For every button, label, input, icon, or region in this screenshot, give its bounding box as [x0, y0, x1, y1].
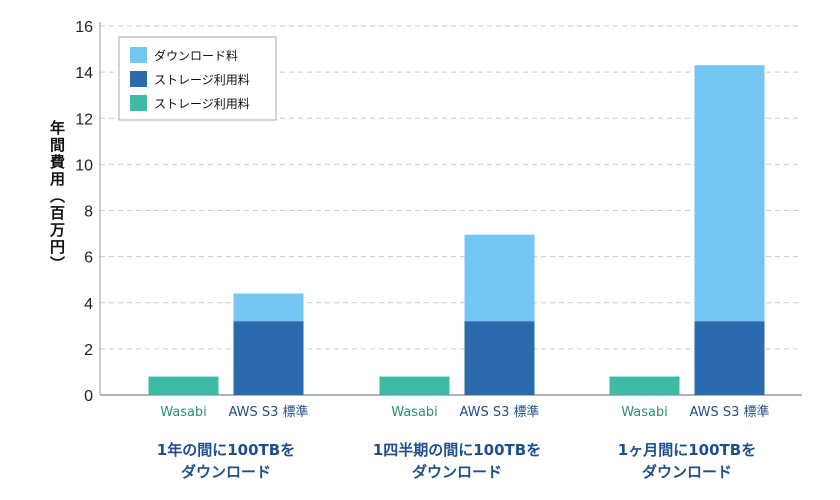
- legend-label: ストレージ利用料: [154, 73, 250, 87]
- group-label: 1年の間に100TBを: [157, 441, 295, 459]
- y-tick-label: 2: [84, 342, 93, 359]
- y-tick-label: 0: [84, 388, 93, 405]
- x-category-label: Wasabi: [621, 405, 668, 420]
- legend-swatch: [130, 47, 147, 63]
- group-label: ダウンロード: [642, 463, 732, 481]
- x-category-label: AWS S3 標準: [228, 404, 308, 420]
- y-axis-label: 年間費用（百万円）: [48, 120, 66, 273]
- y-tick-label: 14: [75, 65, 93, 82]
- legend-swatch: [130, 95, 147, 111]
- bar-segment: [464, 321, 535, 395]
- y-tick-label: 8: [84, 204, 93, 221]
- legend-swatch: [130, 71, 147, 87]
- legend-label: ストレージ利用料: [154, 97, 250, 111]
- legend-label: ダウンロード料: [154, 48, 238, 63]
- bar-segment: [233, 293, 304, 322]
- x-category-label: AWS S3 標準: [689, 404, 769, 420]
- x-category-label: Wasabi: [160, 405, 207, 420]
- y-tick-label: 12: [75, 111, 93, 128]
- bar-segment: [694, 321, 765, 395]
- group-label: 1ヶ月間に100TBを: [618, 441, 756, 459]
- y-tick-label: 10: [75, 157, 93, 174]
- bar-segment: [694, 65, 765, 322]
- y-tick-label: 6: [84, 250, 93, 267]
- y-tick-label: 16: [75, 19, 93, 36]
- x-category-label: AWS S3 標準: [459, 404, 539, 420]
- group-label: ダウンロード: [181, 463, 271, 481]
- bar-segment: [609, 376, 680, 395]
- bar-segment: [379, 376, 450, 395]
- bars: [148, 65, 765, 395]
- y-tick-label: 4: [84, 296, 93, 313]
- bar-segment: [233, 321, 304, 395]
- group-label: 1四半期の間に100TBを: [373, 441, 541, 459]
- group-label: ダウンロード: [412, 463, 502, 481]
- x-category-label: Wasabi: [391, 405, 438, 420]
- bar-segment: [148, 376, 219, 395]
- bar-segment: [464, 234, 535, 322]
